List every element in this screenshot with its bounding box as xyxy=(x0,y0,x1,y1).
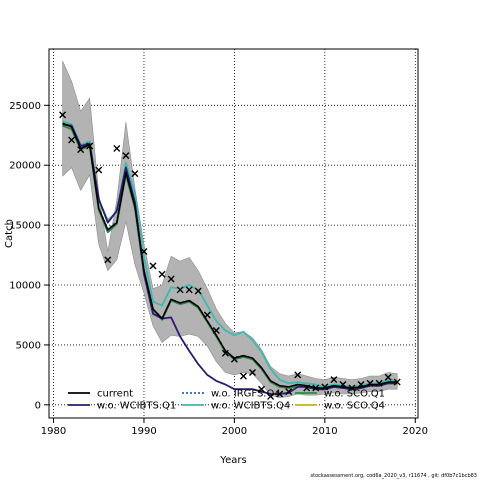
x-tick-label: 2010 xyxy=(312,426,337,437)
observed-point xyxy=(140,247,148,255)
y-axis-title: Catch xyxy=(4,219,15,248)
observed-point xyxy=(149,262,157,270)
observed-point xyxy=(194,287,202,295)
observed-point xyxy=(303,384,311,392)
observed-point xyxy=(248,368,256,376)
observed-point xyxy=(113,144,121,152)
observed-point xyxy=(158,270,166,278)
x-tick-label: 2000 xyxy=(222,426,247,437)
observed-point xyxy=(267,392,275,400)
x-tick-label: 1980 xyxy=(41,426,66,437)
x-axis-title: Years xyxy=(219,455,246,466)
observed-point xyxy=(258,385,266,393)
legend-item: w.o. SCO.Q1 xyxy=(295,389,385,400)
legend-item: w.o. IRGFS.Q4 xyxy=(182,389,281,400)
legend-item: current xyxy=(68,389,133,400)
observed-point xyxy=(185,286,193,294)
axes: 1980 1990 2000 2010 2020 0 5000 10000 15000 20000… xyxy=(9,101,428,437)
y-tick-label: 0 xyxy=(35,400,41,411)
observed-point xyxy=(276,390,284,398)
legend-label: w.o. SCO.Q1 xyxy=(324,389,385,400)
observed-point xyxy=(221,349,229,357)
observed-point xyxy=(357,380,365,388)
observed-point xyxy=(285,388,293,396)
observed-point xyxy=(239,372,247,380)
observed-point xyxy=(86,142,94,150)
series-line-w-o-wcibts-q1 xyxy=(62,123,398,395)
observed-point xyxy=(339,380,347,388)
y-tick-label: 10000 xyxy=(9,281,41,292)
x-tick-label: 1990 xyxy=(131,426,156,437)
observed-point xyxy=(131,170,139,178)
legend-label: w.o. WCIBTS.Q4 xyxy=(211,401,290,412)
observed-point xyxy=(312,384,320,392)
observed-points xyxy=(59,111,401,400)
y-tick-label: 5000 xyxy=(16,340,41,351)
confidence-band-area xyxy=(62,60,398,398)
observed-point xyxy=(167,275,175,283)
legend-item: w.o. WCIBTS.Q1 xyxy=(68,401,176,412)
y-tick-label: 15000 xyxy=(9,221,41,232)
observed-point xyxy=(212,327,220,335)
observed-point xyxy=(104,256,112,264)
legend-label: current xyxy=(97,389,133,400)
observed-point xyxy=(59,111,67,119)
observed-point xyxy=(321,383,329,391)
legend-label: w.o. WCIBTS.Q1 xyxy=(97,401,176,412)
observed-point xyxy=(95,166,103,174)
observed-point xyxy=(122,152,130,160)
observed-point xyxy=(366,379,374,387)
observed-point xyxy=(68,136,76,144)
observed-point xyxy=(294,371,302,379)
plot-frame xyxy=(48,48,419,419)
observed-point xyxy=(375,379,383,387)
observed-point xyxy=(77,146,85,154)
observed-point xyxy=(230,355,238,363)
legend-item: w.o. WCIBTS.Q4 xyxy=(182,401,290,412)
observed-point xyxy=(203,311,211,319)
legend-label: w.o. SCO.Q4 xyxy=(324,401,385,412)
observed-point xyxy=(348,384,356,392)
observed-point xyxy=(384,373,392,381)
x-tick-label: 2020 xyxy=(403,426,428,437)
observed-point xyxy=(176,286,184,294)
footer-note: stockassessment.org, cod6a_2020_v3, r116… xyxy=(310,473,477,479)
legend-item: w.o. SCO.Q4 xyxy=(295,401,385,412)
y-tick-label: 20000 xyxy=(9,161,41,172)
y-tick-label: 25000 xyxy=(9,101,41,112)
observed-point xyxy=(393,378,401,386)
legend-label: w.o. IRGFS.Q4 xyxy=(211,389,281,400)
observed-point xyxy=(330,376,338,384)
confidence-band xyxy=(62,60,398,398)
